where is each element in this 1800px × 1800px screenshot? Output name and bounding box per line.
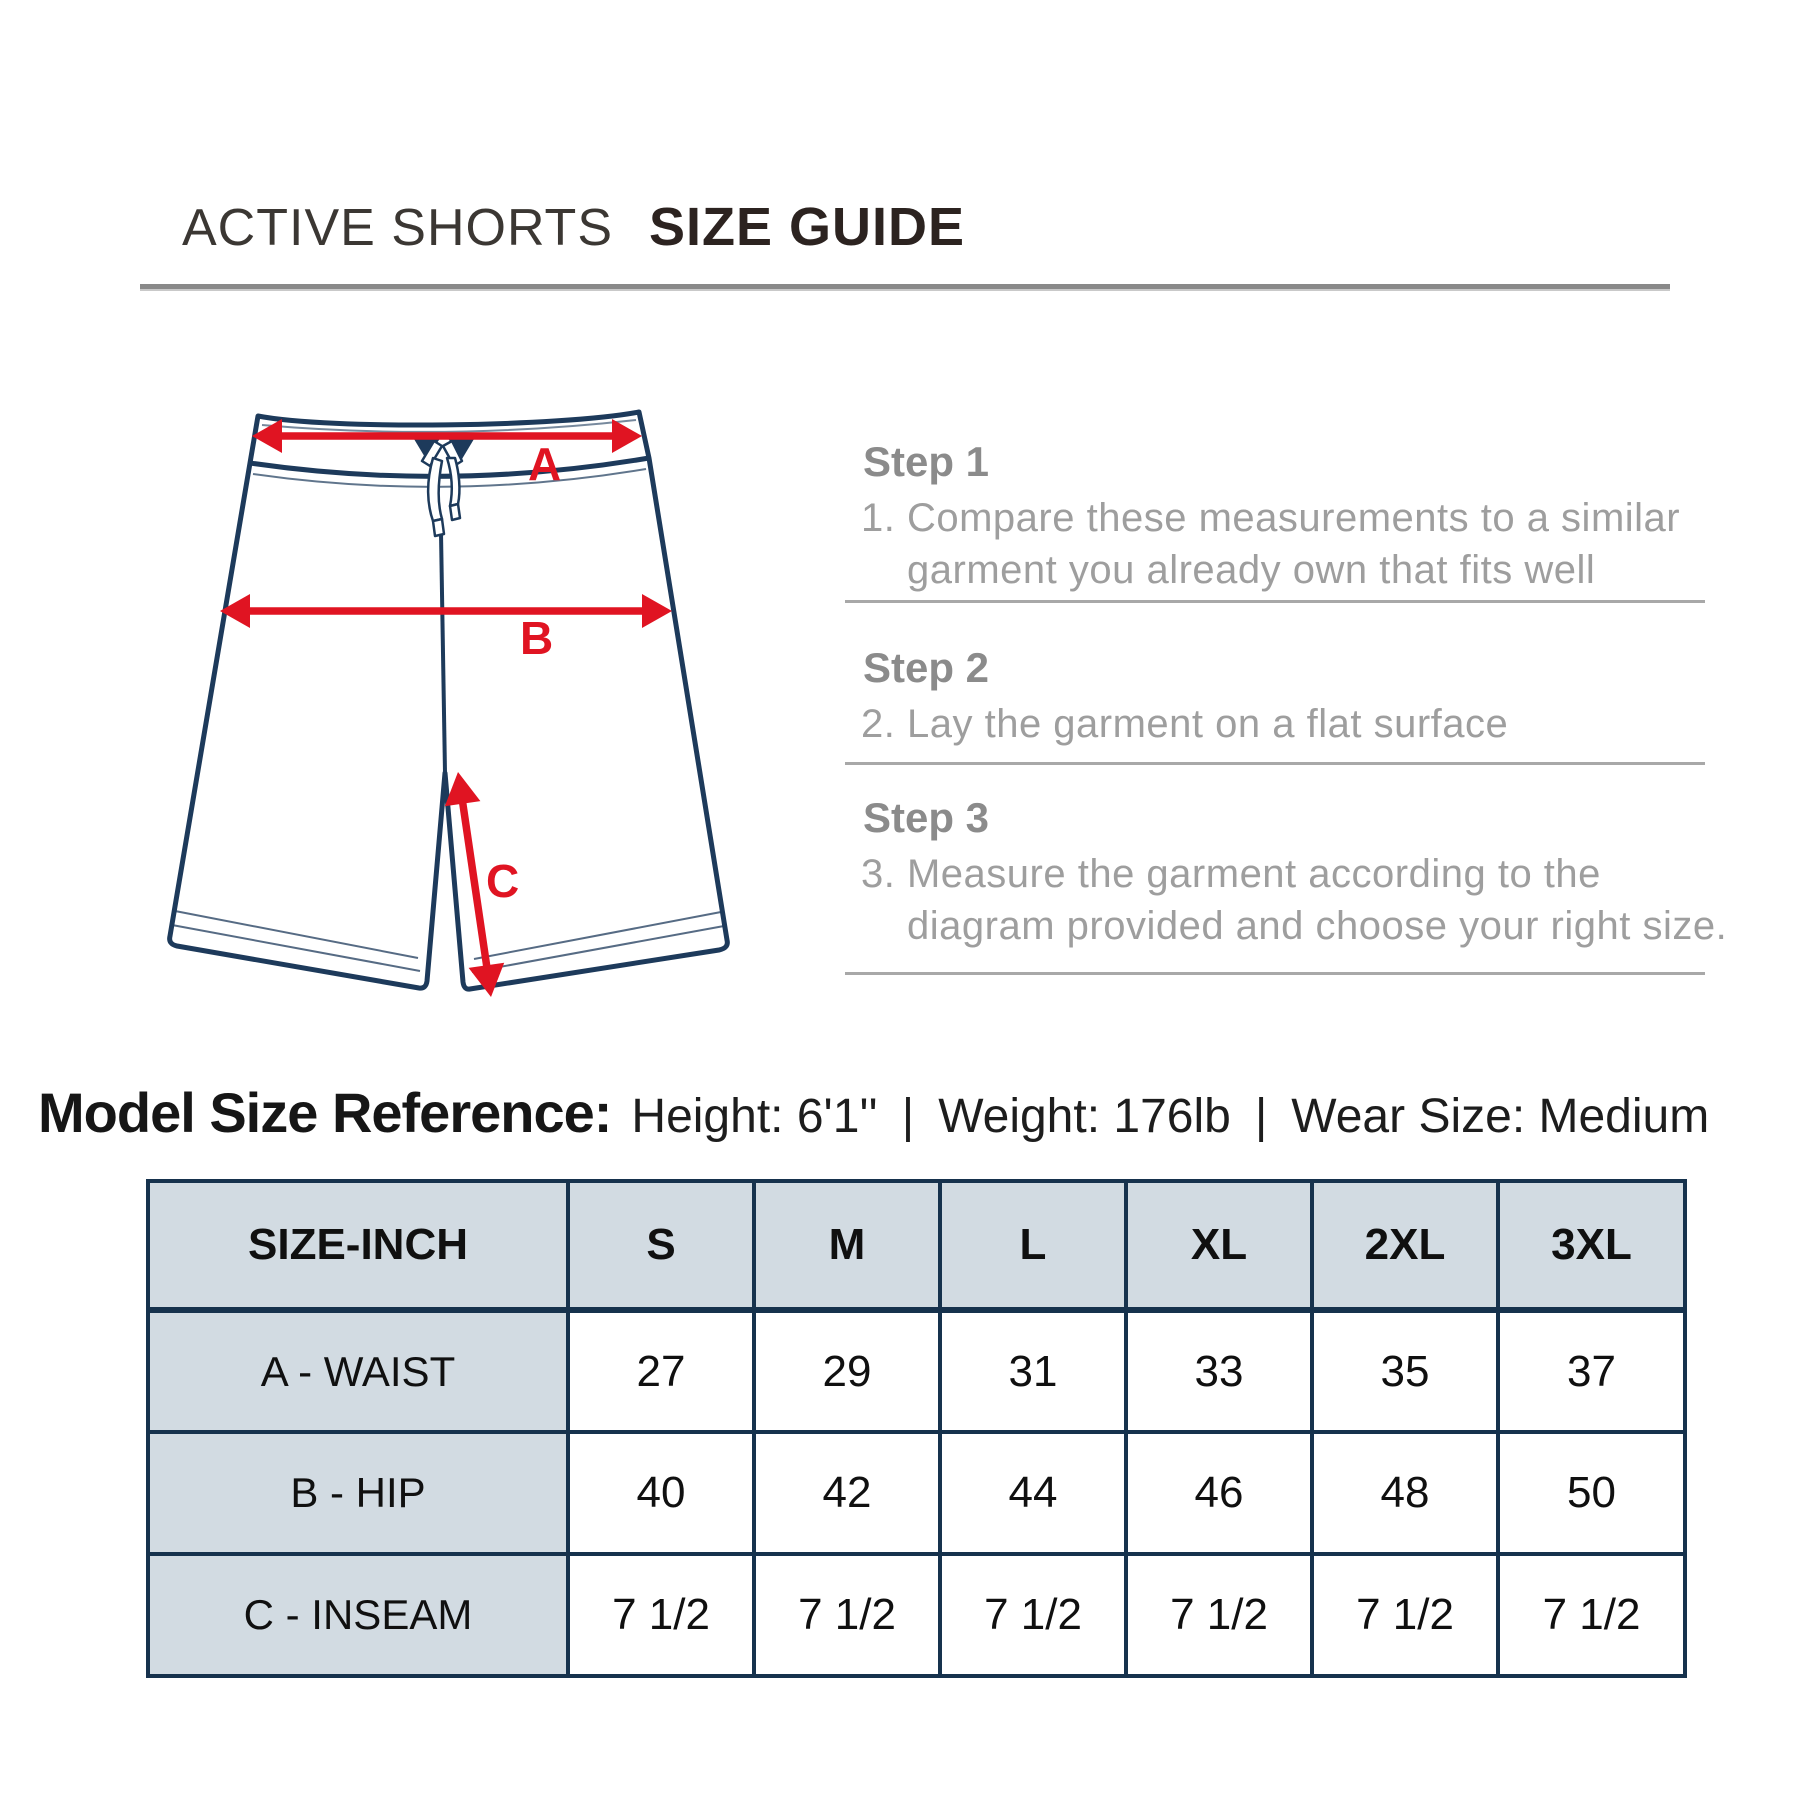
- right-hem-stitch: [471, 911, 725, 973]
- row-label-waist: A - WAIST: [146, 1308, 570, 1434]
- step-1-line-1: 1. Compare these measurements to a simil…: [861, 496, 1681, 540]
- measure-arrow-a: A: [252, 419, 642, 490]
- divider-pipe: |: [901, 1090, 915, 1143]
- waist-m: 29: [752, 1308, 942, 1434]
- column-header-2xl: 2XL: [1310, 1179, 1500, 1313]
- inseam-m: 7 1/2: [752, 1552, 942, 1678]
- drawstring-cord-left: [426, 456, 444, 523]
- header-divider: [140, 284, 1670, 291]
- waist-s: 27: [566, 1308, 756, 1434]
- step-3-title: Step 3: [863, 794, 990, 841]
- step-3-line-2: diagram provided and choose your right s…: [907, 904, 1728, 948]
- waistband-bottom-stitch: [252, 468, 647, 488]
- inseam-s: 7 1/2: [566, 1552, 756, 1678]
- measure-arrow-c: C: [444, 772, 519, 997]
- size-chart-table: SIZE-INCH S M L XL 2XL 3XL A - WAIST 27 …: [146, 1179, 1687, 1678]
- model-wear-size: Wear Size: Medium: [1291, 1090, 1710, 1143]
- hip-xl: 46: [1124, 1430, 1314, 1556]
- table-row-waist: A - WAIST 27 29 31 33 35 37: [146, 1308, 1687, 1434]
- drawstring-aglet-left: [431, 517, 446, 538]
- column-header-s: S: [566, 1179, 756, 1313]
- step-separator-2: [845, 762, 1705, 765]
- step-1-text: 1. Compare these measurements to a simil…: [861, 492, 1680, 596]
- column-header-l: L: [938, 1179, 1128, 1313]
- waistband-bottom-seam: [249, 455, 650, 479]
- hip-l: 44: [938, 1430, 1128, 1556]
- table-row-hip: B - HIP 40 42 44 46 48 50: [146, 1430, 1687, 1556]
- measure-label-b: B: [520, 612, 553, 664]
- measure-label-c: C: [486, 855, 519, 907]
- step-3-text: 3. Measure the garment according to the …: [861, 848, 1727, 952]
- left-hem-stitch: [171, 910, 421, 972]
- waistband-top-stitch: [261, 419, 637, 433]
- step-1-line-2: garment you already own that fits well: [907, 548, 1596, 592]
- step-separator-1: [845, 600, 1705, 603]
- inseam-xl: 7 1/2: [1124, 1552, 1314, 1678]
- waist-3xl: 37: [1496, 1308, 1687, 1434]
- shorts-measurement-diagram: A B C: [167, 409, 730, 997]
- inseam-3xl: 7 1/2: [1496, 1552, 1687, 1678]
- row-label-hip: B - HIP: [146, 1430, 570, 1556]
- shorts-outline: [167, 409, 730, 992]
- hip-s: 40: [566, 1430, 756, 1556]
- measure-arrow-b: B: [220, 594, 672, 664]
- step-2-text: 2. Lay the garment on a flat surface: [861, 698, 1508, 750]
- step-separator-3: [845, 972, 1705, 975]
- divider-pipe: |: [1254, 1090, 1268, 1143]
- step-1-title: Step 1: [863, 438, 990, 485]
- waist-l: 31: [938, 1308, 1128, 1434]
- measure-label-a: A: [528, 438, 561, 490]
- hip-m: 42: [752, 1430, 942, 1556]
- model-height: Height: 6'1'': [631, 1090, 878, 1143]
- collection-name: ACTIVE SHORTS: [182, 199, 614, 257]
- waist-2xl: 35: [1310, 1308, 1500, 1434]
- step-3-line-1: 3. Measure the garment according to the: [861, 852, 1601, 896]
- row-label-inseam: C - INSEAM: [146, 1552, 570, 1678]
- column-header-m: M: [752, 1179, 942, 1313]
- table-row-inseam: C - INSEAM 7 1/2 7 1/2 7 1/2 7 1/2 7 1/2…: [146, 1552, 1687, 1678]
- model-reference-label: Model Size Reference:: [38, 1081, 612, 1144]
- model-weight: Weight: 176lb: [938, 1090, 1231, 1143]
- inseam-l: 7 1/2: [938, 1552, 1128, 1678]
- page-header: ACTIVE SHORTS SIZE GUIDE: [182, 196, 965, 258]
- page-title: SIZE GUIDE: [649, 197, 966, 257]
- column-header-size-inch: SIZE-INCH: [146, 1179, 570, 1313]
- center-seam: [439, 532, 447, 774]
- step-2-title: Step 2: [863, 644, 990, 691]
- hip-3xl: 50: [1496, 1430, 1687, 1556]
- column-header-xl: XL: [1124, 1179, 1314, 1313]
- table-header-row: SIZE-INCH S M L XL 2XL 3XL: [146, 1179, 1687, 1313]
- step-2-line-1: 2. Lay the garment on a flat surface: [861, 702, 1509, 746]
- waist-xl: 33: [1124, 1308, 1314, 1434]
- inseam-2xl: 7 1/2: [1310, 1552, 1500, 1678]
- drawstring-aglet-right: [448, 502, 462, 522]
- column-header-3xl: 3XL: [1496, 1179, 1687, 1313]
- model-size-reference: Model Size Reference: Height: 6'1'' | We…: [38, 1080, 1778, 1145]
- hip-2xl: 48: [1310, 1430, 1500, 1556]
